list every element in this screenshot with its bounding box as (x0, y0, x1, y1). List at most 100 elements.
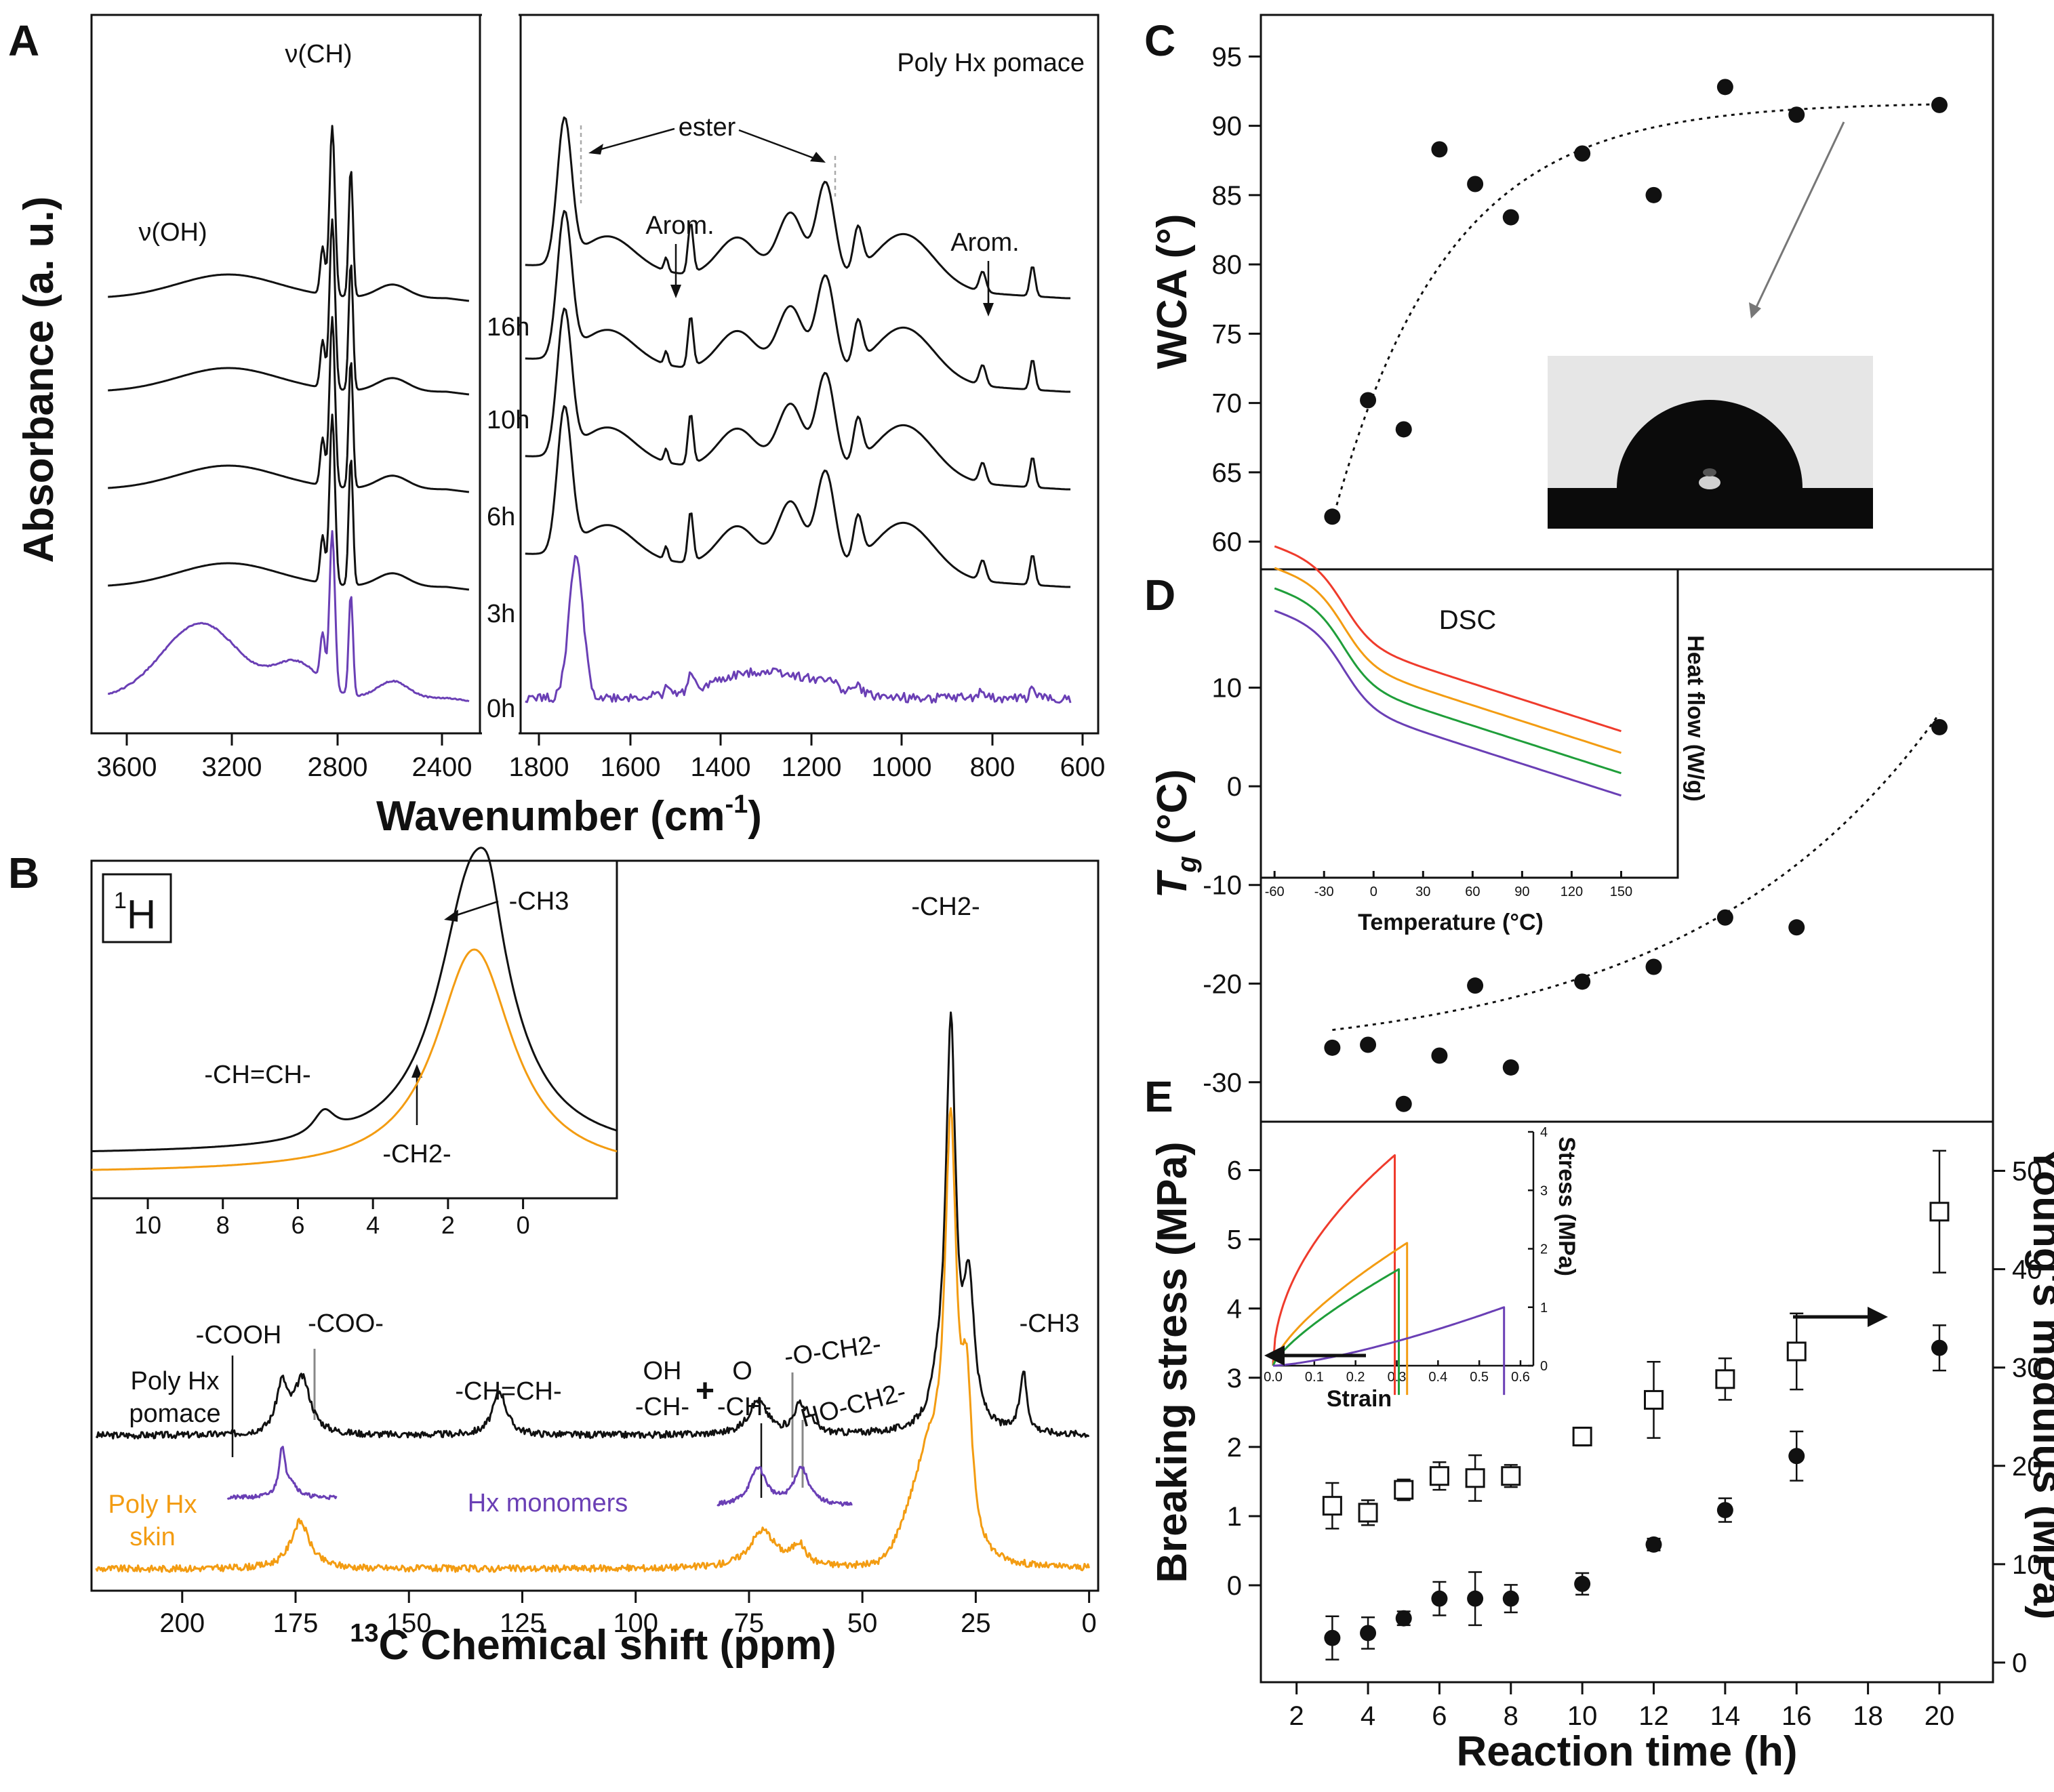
panel-b-tick-label: 75 (734, 1608, 765, 1638)
panel-a-spectra (107, 116, 1072, 704)
panel-b-tick-label: 175 (273, 1608, 319, 1638)
panel-b-ch2-label: -CH2- (911, 893, 980, 921)
panel-a-series-label: 10h (487, 406, 529, 434)
panel-d-y-tick-label: -30 (1203, 1068, 1242, 1098)
panel-d-inset-curve-green (1274, 587, 1622, 775)
panel-b-cooh-label: -COOH (196, 1321, 282, 1349)
panel-e-inset-curve-purple (1272, 1306, 1506, 1396)
panel-b-inset-nucleus-sup: 1 (114, 888, 127, 914)
panel-b-inset-ch2-label: -CH2- (382, 1140, 451, 1168)
panel-e-y-tick-label-right: 30 (2012, 1353, 2042, 1383)
panel-d-ylabel-sub: g (1172, 856, 1202, 873)
panel-d-y-tick-label: -10 (1203, 871, 1242, 901)
panel-a-tick-label: 3200 (202, 752, 262, 782)
panel-b-letter: B (8, 849, 39, 897)
panel-b-ch3-label: -CH3 (1020, 1309, 1080, 1338)
panel-e-inset-x-tick-label: 0.5 (1470, 1370, 1489, 1385)
panel-e-y-tick-label-right: 50 (2012, 1157, 2042, 1187)
arrowhead-icon (588, 144, 603, 155)
panel-c-y-tick-label: 60 (1212, 527, 1243, 557)
panel-e-x-tick-label: 10 (1567, 1701, 1598, 1731)
panel-b-tick-label: 150 (386, 1608, 432, 1638)
panel-b-tick-label: 0 (1081, 1608, 1096, 1638)
panel-c-photo-arrow (1754, 121, 1845, 309)
panel-d-inset-tick-label: 120 (1560, 884, 1583, 899)
panel-e-x-tick-label: 18 (1853, 1701, 1883, 1731)
panel-e-stress-point (1501, 1466, 1521, 1486)
panel-c-droplet-photo (1548, 356, 1873, 529)
panel-e-inset-x-tick-label: 0.1 (1305, 1370, 1324, 1385)
panel-c-data-point (1467, 176, 1484, 192)
panel-d-data-point (1931, 718, 1948, 735)
panel-e-inset-xlabel: Strain (1327, 1386, 1392, 1412)
panel-a-tick-label: 600 (1060, 752, 1106, 782)
panel-c-y-tick-label: 80 (1212, 250, 1243, 280)
panel-c-data-point (1788, 106, 1805, 123)
panel-e-y-tick-label-left: 0 (1227, 1571, 1242, 1601)
panel-e-inset-plot: 0.0 0.1 0.2 0.3 0.4 0.5 0.6 0 1 2 3 4 (1264, 1125, 1548, 1396)
panel-a-spectrum-6h-low (525, 307, 1071, 491)
panel-d-data-point (1574, 973, 1591, 990)
panel-d-data-point (1324, 1039, 1341, 1056)
panel-c-y-tick-label: 70 (1212, 389, 1243, 419)
panel-b-skin-line2: skin (129, 1523, 176, 1551)
panel-e-inset-x-tick-label: 0.4 (1428, 1370, 1447, 1385)
panel-d-data-point (1788, 919, 1805, 936)
panel-b-ticks: 200 175 150 125 100 75 50 25 0 (159, 1591, 1097, 1638)
panel-b-tick-label: 125 (500, 1608, 545, 1638)
panel-a-tick-label: 800 (970, 752, 1015, 782)
panel-e-inset-x-tick-label: 0.2 (1346, 1370, 1365, 1385)
panel-e-stress-point (1644, 1389, 1664, 1410)
panel-b-coo-label: -COO- (308, 1309, 384, 1338)
panel-e-stress-point (1786, 1341, 1807, 1362)
panel-a-arom-label-1: Arom. (645, 211, 714, 240)
panel-a-ester-arrow-left (596, 127, 675, 152)
panel-e-y-tick-label-left: 6 (1227, 1156, 1242, 1185)
panel-b-tick-label: 200 (159, 1608, 205, 1638)
panel-b: B 200 175 150 125 100 75 50 25 0 13C Chemical sh… (8, 847, 1100, 1669)
panel-d-inset-tick-label: 90 (1514, 884, 1529, 899)
panel-e-x-tick-label: 6 (1432, 1701, 1447, 1731)
panel-a-left-ticks: 3600 3200 2800 2400 (97, 733, 472, 782)
panel-e-stress-point (1715, 1369, 1735, 1389)
panel-b-tick-label: 25 (961, 1608, 991, 1638)
panel-c-y-tick-label: 75 (1212, 319, 1243, 349)
panel-b-inset-ch3-arrow (452, 900, 499, 918)
panel-c-data-point (1645, 186, 1662, 203)
panel-d-data-point (1467, 977, 1484, 994)
panel-cde-ticks: 2 4 6 8 10 12 14 16 18 206065707580859095100-10-2… (1203, 42, 2042, 1731)
panel-c-letter: C (1144, 16, 1175, 65)
panel-e-stress-point (1358, 1503, 1378, 1523)
panel-c-data-point (1395, 421, 1412, 438)
panel-a-series-label: 3h (487, 600, 515, 628)
panel-e-x-tick-label: 2 (1289, 1701, 1304, 1731)
arrowhead-icon (670, 285, 681, 298)
panel-d-data-point (1645, 958, 1662, 975)
panel-c-data-point (1716, 79, 1733, 96)
panel-e-stress-point (1322, 1496, 1342, 1516)
panel-d-inset-tick-label: -60 (1265, 884, 1285, 899)
panel-e-inset-y-tick-label: 0 (1540, 1359, 1548, 1374)
panel-e-ylabel-right: Young's modulus (MPa) (2024, 1145, 2054, 1619)
panel-b-spectra (95, 1011, 1091, 1573)
panel-c-data-point (1324, 508, 1341, 525)
panel-b-inset-frame (90, 859, 618, 1200)
panel-a-right-ticks: 1800 1600 1400 1200 1000 800 600 (509, 733, 1106, 782)
panel-c-fit-curve (1331, 103, 1940, 521)
panel-c-data-point (1431, 141, 1448, 158)
panel-a-spectrum-3h-low (525, 405, 1071, 588)
panel-b-frame (90, 859, 1100, 1592)
panel-e-xlabel: Reaction time (h) (1457, 1728, 1798, 1775)
panel-e-modulus-point (1395, 1610, 1412, 1627)
panel-b-inset-tick-label: 8 (216, 1211, 230, 1239)
panel-e-inset-x-tick-label: 0.6 (1511, 1370, 1530, 1385)
panel-d-letter: D (1144, 571, 1175, 619)
panel-a-ester-arrow-right (738, 129, 818, 161)
panel-a-spectrum-3h-high (108, 413, 470, 591)
panel-a: A 3600 3200 2800 2400 1800 1600 140 (8, 7, 1105, 840)
panel-e-modulus-point (1931, 1339, 1948, 1356)
panel-b-tick-label: 100 (613, 1608, 658, 1638)
panel-a-tick-label: 1600 (601, 752, 661, 782)
panel-d-y-tick-label: 0 (1227, 772, 1242, 802)
